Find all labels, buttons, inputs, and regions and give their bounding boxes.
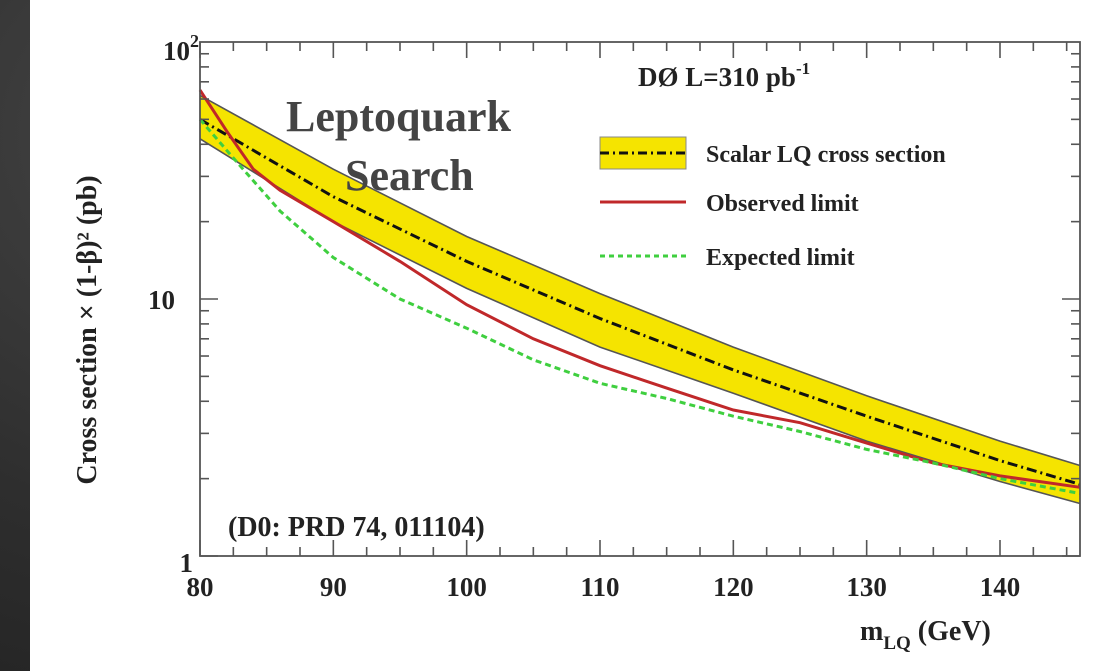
x-tick-label: 130 [846, 572, 887, 602]
series-line-theory [199, 118, 1081, 486]
series-line-expected [198, 118, 1081, 495]
legend-label-expected: Expected limit [706, 245, 855, 271]
legend-label-observed: Observed limit [706, 191, 859, 217]
y-tick-label: 10 [148, 285, 175, 315]
series-layer [198, 89, 1081, 495]
x-axis-title: mLQ (GeV) [860, 616, 991, 654]
x-axis-title-sub: LQ [883, 633, 910, 654]
band-upper-edge [199, 94, 1081, 467]
chart-title-line-2: Search [345, 151, 474, 200]
y-tick-label: 102 [163, 31, 199, 66]
x-axis-title-unit: (GeV) [911, 616, 991, 647]
y-tick-label: 1 [180, 548, 194, 578]
x-tick-label: 80 [187, 572, 214, 602]
legend: Scalar LQ cross section Observed limit E… [599, 136, 946, 271]
legend-label-theory: Scalar LQ cross section [706, 142, 946, 168]
chart-panel: 80 90 100 110 120 130 140 1 10 102 Leptoquark Sea… [30, 0, 1112, 671]
chart-title-line-1: Leptoquark [286, 92, 511, 141]
x-tick-label: 90 [320, 572, 347, 602]
experiment-label-main: DØ L=310 pb [638, 62, 796, 92]
x-tick-label: 120 [713, 572, 754, 602]
reference-text: (D0: PRD 74, 011104) [228, 512, 485, 543]
x-axis-title-main: m [860, 616, 883, 647]
y-axis-title: Cross section × (1-β)² (pb) [72, 175, 103, 484]
series-line-observed [198, 89, 1081, 489]
x-tick-label: 140 [980, 572, 1021, 602]
x-tick-label: 110 [580, 572, 619, 602]
band-lower-edge [199, 138, 1081, 505]
x-tick-label: 100 [446, 572, 487, 602]
experiment-label: DØ L=310 pb-1 [638, 59, 810, 92]
band-layer [199, 94, 1081, 505]
theory-uncertainty-band [200, 95, 1080, 504]
experiment-label-sup: -1 [796, 59, 810, 78]
